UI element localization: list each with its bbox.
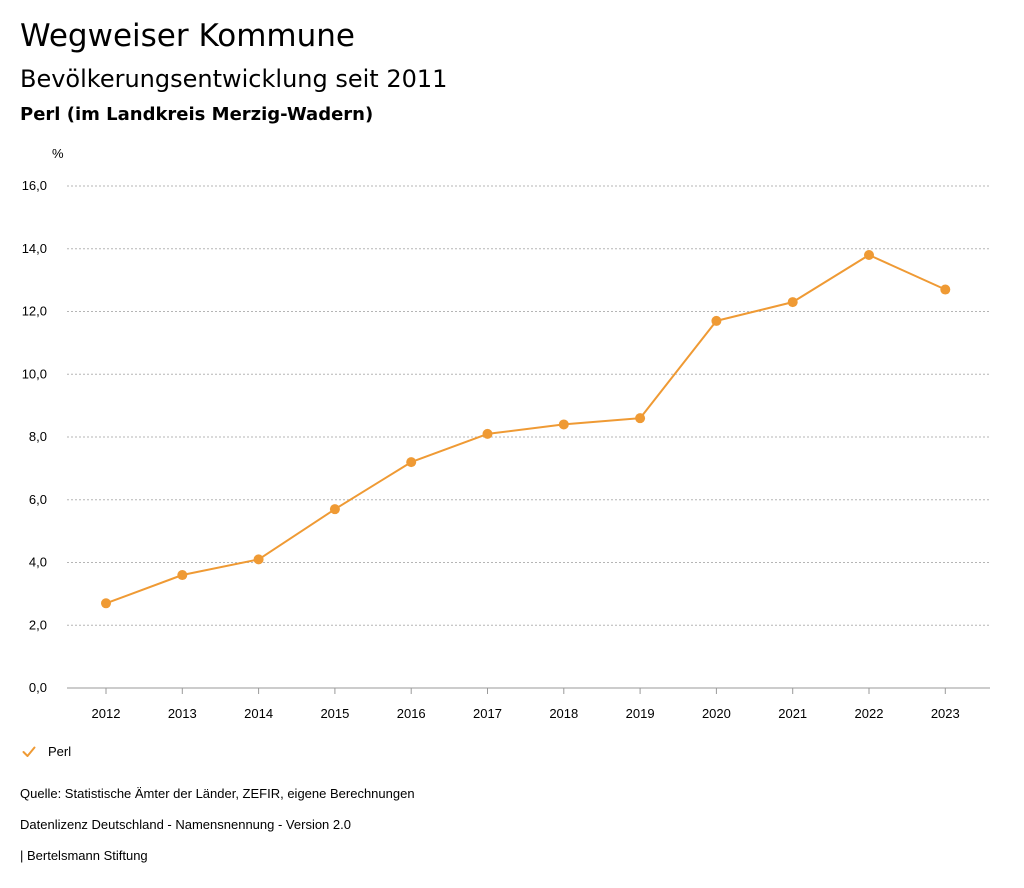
x-tick-label: 2022 xyxy=(855,706,884,721)
license-note: Datenlizenz Deutschland - Namensnennung … xyxy=(20,817,351,832)
data-point[interactable]: 2018: 8,4 % xyxy=(558,419,569,430)
x-tick-label: 2017 xyxy=(473,706,502,721)
x-tick-label: 2021 xyxy=(778,706,807,721)
data-point[interactable]: 2021: 12,3 % xyxy=(787,297,798,308)
data-point[interactable]: 2015: 5,7 % xyxy=(329,504,340,515)
x-tick-label: 2023 xyxy=(931,706,960,721)
x-tick-label: 2012 xyxy=(92,706,121,721)
series-line-perl xyxy=(105,254,946,605)
data-point[interactable]: 2022: 13,8 % xyxy=(864,250,874,261)
chart-subtitle: Bevölkerungsentwicklung seit 2011 xyxy=(20,65,448,93)
legend-label: Perl xyxy=(48,744,72,759)
y-tick-label: 12,0 xyxy=(22,304,47,319)
x-tick-label: 2015 xyxy=(320,706,349,721)
data-point[interactable]: 2012: 2,7 % xyxy=(101,598,111,609)
x-tick-label: 2019 xyxy=(626,706,655,721)
legend[interactable]: Perl xyxy=(22,744,71,759)
x-tick-label: 2020 xyxy=(702,706,731,721)
y-axis-unit-label: % xyxy=(52,146,64,161)
data-point[interactable]: 2016: 7,2 % xyxy=(406,457,417,468)
check-icon xyxy=(22,746,36,757)
y-tick-label: 10,0 xyxy=(22,366,47,381)
y-tick-label: 16,0 xyxy=(22,178,47,193)
page-title: Wegweiser Kommune xyxy=(20,18,355,54)
y-tick-label: 14,0 xyxy=(22,241,47,256)
y-tick-label: 6,0 xyxy=(29,492,47,507)
y-tick-label: 2,0 xyxy=(29,617,47,632)
data-point[interactable]: 2017: 8,1 % xyxy=(482,428,493,439)
data-point[interactable]: 2023: 12,7 % xyxy=(940,284,951,295)
y-tick-label: 8,0 xyxy=(29,429,47,444)
y-tick-label: 0,0 xyxy=(29,680,47,695)
x-tick-label: 2018 xyxy=(549,706,578,721)
source-note: Quelle: Statistische Ämter der Länder, Z… xyxy=(20,786,415,801)
publisher-note: | Bertelsmann Stiftung xyxy=(20,848,148,863)
data-point[interactable]: 2014: 4,1 % xyxy=(253,554,264,565)
x-tick-label: 2013 xyxy=(168,706,197,721)
x-tick-label: 2014 xyxy=(244,706,273,721)
y-tick-label: 4,0 xyxy=(29,555,47,570)
region-label: Perl (im Landkreis Merzig-Wadern) xyxy=(20,104,374,125)
data-point[interactable]: 2019: 8,6 % xyxy=(635,413,646,424)
line-chart: % 0,0 2,0 4,0 6,0 8,0 10,0 12,0 14,0 16,0 2012 201… xyxy=(22,146,990,721)
data-point[interactable]: 2013: 3,6 % xyxy=(177,570,188,581)
data-point[interactable]: 2020: 11,7 % xyxy=(711,315,722,326)
x-tick-label: 2016 xyxy=(397,706,426,721)
